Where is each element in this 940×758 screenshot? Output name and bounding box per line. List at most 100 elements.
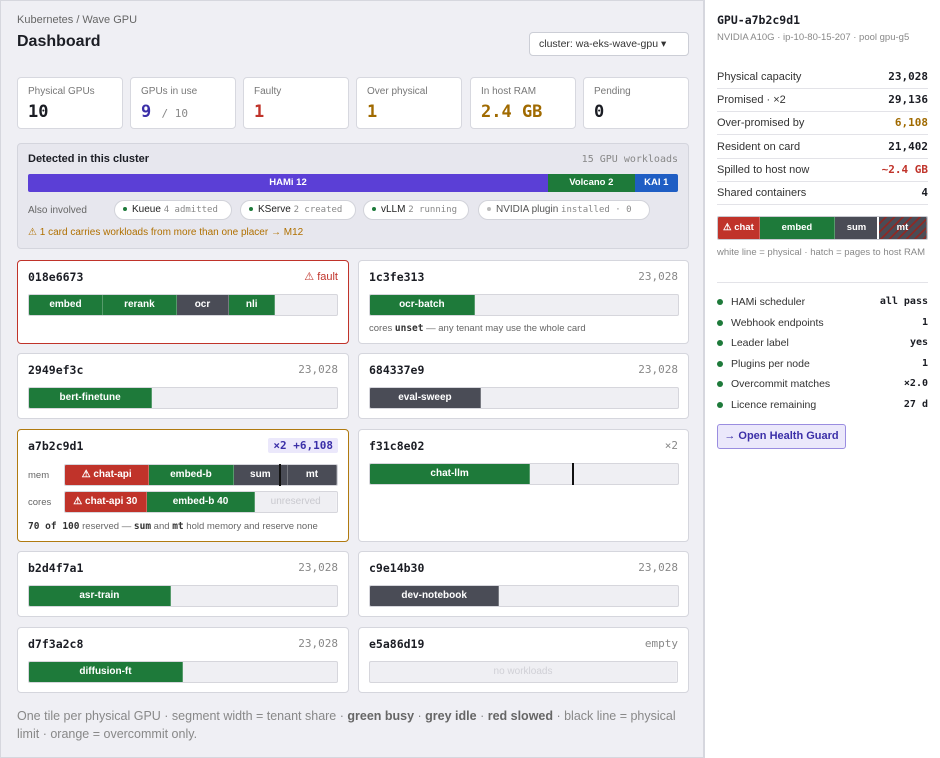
tenant-segment[interactable]: rerank	[102, 295, 177, 315]
detail-key: Physical capacity	[717, 71, 802, 83]
breadcrumb[interactable]: Kubernetes / Wave GPU	[17, 14, 138, 26]
memory-track: eval-sweep	[369, 387, 679, 409]
check-value: ×2.0	[903, 378, 928, 390]
gpu-tile-id: b2d4f7a1	[28, 561, 84, 575]
gpu-tile-status: ⚠ fault	[304, 271, 338, 283]
mini-segment[interactable]: sum	[835, 217, 879, 239]
stat-card: Physical GPUs 10	[17, 77, 123, 129]
cluster-select[interactable]: cluster: wa-eks-wave-gpu ▾	[529, 32, 689, 56]
stat-value: 1	[254, 102, 265, 122]
memory-mini-bar: ⚠ chat embed sum mt	[717, 216, 928, 240]
integration-chip[interactable]: NVIDIA plugin installed · 0	[478, 200, 650, 220]
status-dot-icon	[717, 360, 723, 367]
gpu-tile-status: 23,028	[298, 637, 338, 650]
tenant-segment[interactable]: ocr-batch	[370, 295, 475, 315]
stat-card: Faulty 1	[243, 77, 349, 129]
tenant-segment[interactable]: dev-notebook	[370, 586, 500, 606]
stat-label: Physical GPUs	[28, 86, 95, 97]
stat-value: 9 / 10	[141, 102, 188, 122]
tenant-segment[interactable]: embed	[29, 295, 103, 315]
mini-segment[interactable]: mt	[878, 217, 927, 239]
stat-value: 1	[367, 102, 378, 122]
page-title: Dashboard	[17, 33, 101, 50]
stat-value: 2.4 GB	[481, 102, 543, 122]
tenant-segment[interactable]: eval-sweep	[370, 388, 481, 408]
gpu-tile[interactable]: a7b2c9d1 ×2 +6,108 mem ⚠ chat-api embed-b sum…	[17, 429, 349, 542]
detail-key: Shared containers	[717, 187, 807, 199]
gpu-tile-status: 23,028	[638, 561, 678, 574]
health-check-row: Leader label yes	[717, 334, 928, 352]
gpu-tile[interactable]: d7f3a2c8 23,028 diffusion-ft	[17, 627, 349, 693]
stat-label: Pending	[594, 86, 631, 97]
tenant-segment[interactable]: bert-finetune	[29, 388, 153, 408]
gpu-tile[interactable]: 2949ef3c 23,028 bert-finetune	[17, 353, 349, 419]
multi-placer-warning[interactable]: ⚠ 1 card carries workloads from more tha…	[28, 227, 304, 238]
tenant-segment[interactable]: sum	[233, 465, 289, 485]
detail-row: Shared containers 4	[717, 182, 928, 205]
tenant-segment[interactable]: nli	[229, 295, 276, 315]
tenant-segment[interactable]: asr-train	[29, 586, 171, 606]
placer-segment[interactable]: KAI 1	[634, 174, 678, 192]
gpu-tile-id: c9e14b30	[369, 561, 425, 575]
check-label: HAMi scheduler	[731, 296, 806, 308]
integration-chip[interactable]: KServe 2 created	[240, 200, 356, 220]
health-check-row: Overcommit matches ×2.0	[717, 375, 928, 393]
tenant-segment[interactable]: ⚠ chat-api	[65, 465, 150, 485]
cores-track: ⚠ chat-api 30 embed-b 40 unreserved	[64, 491, 338, 513]
gpu-tile[interactable]: 1c3fe313 23,028 ocr-batch cores unset — any…	[358, 260, 689, 344]
detected-panel: Detected in this cluster 15 GPU workload…	[17, 143, 689, 249]
status-dot-icon	[717, 319, 723, 326]
gpu-tile[interactable]: e5a86d19 empty no workloads	[358, 627, 689, 693]
health-check-row: Plugins per node 1	[717, 355, 928, 373]
status-dot-icon	[717, 299, 723, 305]
stat-label: GPUs in use	[141, 86, 198, 97]
tenant-segment[interactable]: embed-b	[149, 465, 234, 485]
gpu-tile[interactable]: c9e14b30 23,028 dev-notebook	[358, 551, 689, 617]
tenant-segment[interactable]: mt	[288, 465, 337, 485]
gpu-tile[interactable]: 018e6673 ⚠ fault embed rerank ocr nli	[17, 260, 349, 344]
unreserved-segment: unreserved	[255, 492, 337, 512]
physical-limit-line	[572, 463, 574, 485]
memory-track: chat-llm	[369, 463, 679, 485]
mini-bar-legend: white line = physical · hatch = pages to…	[717, 247, 926, 258]
placer-segment[interactable]: HAMi 12	[28, 174, 548, 192]
physical-limit-line	[279, 464, 281, 486]
memory-track: ⚠ chat-api embed-b sum mt	[64, 464, 338, 486]
gpu-tile-status: ×2	[664, 439, 678, 452]
mini-segment[interactable]: embed	[759, 217, 836, 239]
gpu-tile-id: 684337e9	[369, 363, 425, 377]
tenant-segment[interactable]: chat-llm	[370, 464, 531, 484]
placer-segment[interactable]: Volcano 2	[548, 174, 635, 192]
stat-value: 10	[28, 102, 49, 122]
gpu-tile[interactable]: 684337e9 23,028 eval-sweep	[358, 353, 689, 419]
tenant-segment[interactable]: ocr	[176, 295, 230, 315]
gpu-subtitle: NVIDIA A10G · ip-10-80-15-207 · pool gpu…	[717, 32, 910, 43]
status-dot-icon	[717, 381, 723, 388]
check-value: yes	[909, 337, 928, 349]
mini-segment[interactable]: ⚠ chat	[718, 217, 760, 239]
gpu-tile-id: d7f3a2c8	[28, 637, 84, 651]
gpu-tile[interactable]: f31c8e02 ×2 chat-llm	[358, 429, 689, 542]
memory-track: dev-notebook	[369, 585, 679, 607]
open-health-guard-button[interactable]: → Open Health Guard	[717, 424, 846, 449]
detail-key: Resident on card	[717, 140, 801, 153]
detail-value: 21,402	[888, 139, 928, 153]
gpu-tile[interactable]: b2d4f7a1 23,028 asr-train	[17, 551, 349, 617]
check-value: 1	[921, 357, 928, 369]
integration-chip[interactable]: Kueue 4 admitted	[114, 200, 232, 220]
gpu-tile-status: 23,028	[638, 270, 678, 283]
tenant-segment[interactable]: diffusion-ft	[29, 662, 183, 682]
detected-title: Detected in this cluster	[28, 153, 150, 165]
detail-value: 23,028	[888, 70, 928, 83]
tenant-segment[interactable]: embed-b 40	[146, 492, 256, 512]
detail-row: Resident on card 21,402	[717, 136, 928, 159]
integration-chip[interactable]: vLLM 2 running	[363, 200, 469, 220]
check-label: Licence remaining	[731, 399, 817, 411]
gpu-tile-status: 23,028	[298, 363, 338, 376]
tenant-segment[interactable]: ⚠ chat-api 30	[65, 492, 147, 512]
detail-value: 4	[921, 186, 928, 199]
memory-track: asr-train	[28, 585, 338, 607]
stat-card: Over physical 1	[356, 77, 462, 129]
main-panel: Kubernetes / Wave GPU Dashboard cluster:…	[0, 0, 704, 758]
health-check-row: Webhook endpoints 1	[717, 314, 928, 332]
